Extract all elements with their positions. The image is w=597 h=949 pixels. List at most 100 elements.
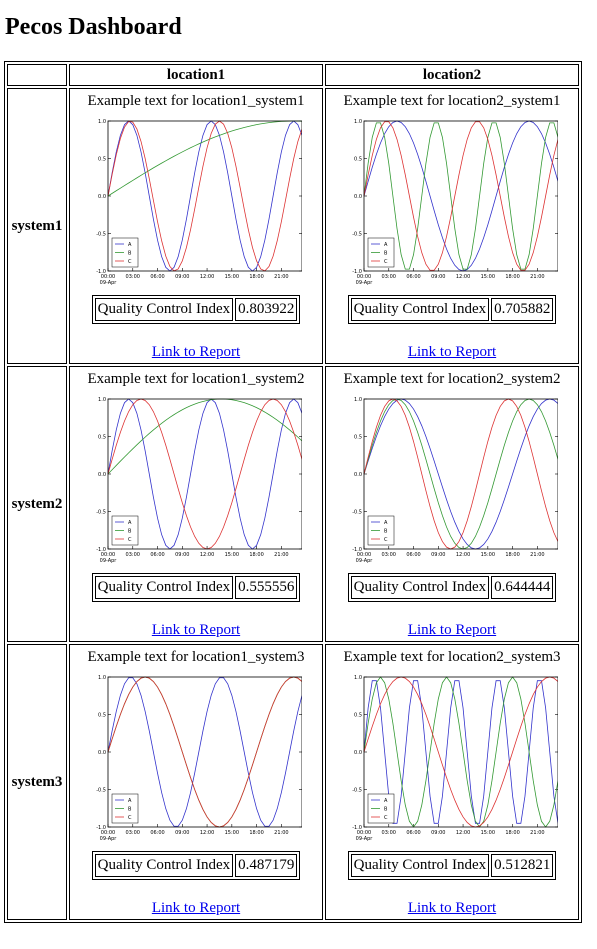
table-row-system3: system3 Example text for location1_syste…	[7, 644, 579, 920]
legend-label-C: C	[128, 815, 132, 821]
x-tick-label: 09:00	[431, 274, 445, 280]
row-header-system3: system3	[7, 644, 67, 920]
series-line-A	[107, 677, 302, 827]
plot-frame	[107, 676, 302, 828]
x-tick-label: 21:00	[530, 552, 544, 558]
timeseries-plot-location1-system3: 1.0 0.5 0.0 -0.5 -1.000:00 03:00 06:00 09:00 12:…	[96, 675, 302, 842]
qci-label: Quality Control Index	[350, 576, 490, 599]
y-tick-label: 0.0	[98, 750, 106, 756]
legend-label-A: A	[128, 798, 132, 804]
y-tick-label: -1.0	[96, 269, 106, 275]
x-tick-label: 15:00	[481, 830, 495, 836]
x-tick-label: 00:00	[357, 552, 371, 558]
legend-label-A: A	[384, 242, 388, 248]
cell-description: Example text for location1_system3	[87, 649, 305, 665]
plot-frame	[363, 398, 558, 550]
y-tick-label: 0.0	[98, 194, 106, 200]
legend-label-C: C	[128, 259, 132, 265]
x-tick-label: 18:00	[249, 552, 263, 558]
x-tick-label: 06:00	[406, 830, 420, 836]
series-line-C	[363, 676, 558, 828]
legend-label-B: B	[384, 807, 388, 813]
x-tick-label: 12:00	[200, 830, 214, 836]
y-tick-label: -1.0	[96, 825, 106, 831]
x-tick-label: 12:00	[456, 274, 470, 280]
report-link-location1-system2[interactable]: Link to Report	[151, 622, 241, 638]
y-tick-label: 0.5	[354, 713, 362, 719]
legend-label-C: C	[384, 259, 388, 265]
legend-label-B: B	[128, 807, 132, 813]
qci-value: 0.512821	[491, 854, 554, 877]
qci-table: Quality Control Index 0.644444	[347, 573, 557, 602]
series-line-C	[363, 398, 558, 550]
x-tick-label: 03:00	[382, 830, 396, 836]
legend-label-B: B	[128, 529, 132, 535]
plot-frame	[107, 398, 302, 550]
series-line-B	[363, 122, 558, 270]
cell-description: Example text for location2_system2	[343, 371, 561, 387]
legend-label-A: A	[128, 242, 132, 248]
row-header-system2: system2	[7, 366, 67, 642]
x-tick-label: 03:00	[126, 830, 140, 836]
legend-label-A: A	[128, 520, 132, 526]
qci-value: 0.555556	[235, 576, 298, 599]
y-tick-label: 0.5	[98, 713, 106, 719]
report-link-location2-system3[interactable]: Link to Report	[407, 900, 497, 916]
cell-location1-system2: Example text for location1_system2 1.0 0.…	[69, 366, 323, 642]
cell-location1-system1: Example text for location1_system1 1.0 0.…	[69, 88, 323, 364]
x-tick-label: 18:00	[505, 274, 519, 280]
x-tick-label: 12:00	[200, 274, 214, 280]
y-tick-label: 0.0	[98, 472, 106, 478]
series-line-B	[107, 398, 302, 475]
cell-description: Example text for location1_system2	[87, 371, 305, 387]
y-tick-label: -1.0	[352, 825, 362, 831]
y-tick-label: -0.5	[96, 232, 106, 238]
cell-location1-system3: Example text for location1_system3 1.0 0.…	[69, 644, 323, 920]
series-line-A	[107, 120, 302, 272]
column-header-location2: location2	[325, 64, 579, 86]
x-date-label: 09-Apr	[356, 280, 374, 286]
legend-label-B: B	[384, 251, 388, 257]
x-tick-label: 18:00	[249, 274, 263, 280]
x-tick-label: 21:00	[274, 552, 288, 558]
x-date-label: 09-Apr	[100, 558, 118, 564]
report-link-location1-system1[interactable]: Link to Report	[151, 344, 241, 360]
legend-label-B: B	[384, 529, 388, 535]
report-link-location1-system3[interactable]: Link to Report	[151, 900, 241, 916]
x-tick-label: 06:00	[150, 830, 164, 836]
cell-location2-system1: Example text for location2_system1 1.0 0.…	[325, 88, 579, 364]
x-tick-label: 00:00	[101, 274, 115, 280]
cell-location2-system2: Example text for location2_system2 1.0 0.…	[325, 366, 579, 642]
legend-label-C: C	[128, 537, 132, 543]
y-tick-label: -0.5	[96, 788, 106, 794]
series-line-C	[107, 676, 302, 828]
timeseries-plot-location2-system3: 1.0 0.5 0.0 -0.5 -1.000:00 03:00 06:00 09:00 12:…	[352, 675, 558, 842]
plot-frame	[363, 120, 558, 272]
legend-label-C: C	[384, 815, 388, 821]
qci-label: Quality Control Index	[350, 854, 490, 877]
qci-value: 0.705882	[491, 298, 554, 321]
x-tick-label: 09:00	[175, 274, 189, 280]
x-tick-label: 18:00	[505, 552, 519, 558]
y-tick-label: 1.0	[98, 119, 106, 125]
cell-description: Example text for location2_system1	[343, 93, 561, 109]
qci-label: Quality Control Index	[94, 854, 234, 877]
y-tick-label: 0.5	[98, 157, 106, 163]
plot-frame	[107, 120, 302, 272]
x-tick-label: 09:00	[175, 552, 189, 558]
report-link-location2-system1[interactable]: Link to Report	[407, 344, 497, 360]
series-line-B	[107, 120, 302, 197]
x-tick-label: 09:00	[431, 830, 445, 836]
y-tick-label: -0.5	[96, 510, 106, 516]
x-tick-label: 18:00	[505, 830, 519, 836]
series-line-A	[363, 680, 558, 824]
legend-label-A: A	[384, 520, 388, 526]
y-tick-label: 1.0	[98, 675, 106, 681]
cell-description: Example text for location2_system3	[343, 649, 561, 665]
series-line-A	[107, 398, 302, 550]
cell-description: Example text for location1_system1	[87, 93, 305, 109]
x-tick-label: 12:00	[456, 552, 470, 558]
x-tick-label: 21:00	[530, 274, 544, 280]
report-link-location2-system2[interactable]: Link to Report	[407, 622, 497, 638]
x-tick-label: 06:00	[406, 552, 420, 558]
